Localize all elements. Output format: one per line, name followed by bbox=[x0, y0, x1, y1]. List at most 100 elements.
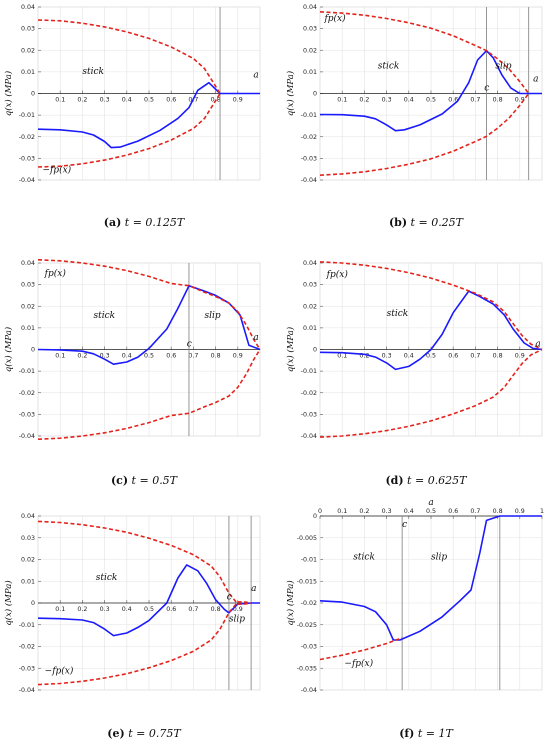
y-tick-label: -0.02 bbox=[19, 134, 35, 141]
x-tick-label: 0.3 bbox=[100, 353, 110, 360]
y-tick-label: -0.01 bbox=[19, 112, 35, 119]
x-tick-label: 0.5 bbox=[144, 97, 154, 104]
caption-label: (a) bbox=[104, 216, 122, 229]
x-tick-label: 0 bbox=[318, 508, 322, 515]
annotation-label: slip bbox=[495, 62, 511, 72]
y-tick-label: 0.01 bbox=[21, 325, 35, 332]
y-tick-label: 0.04 bbox=[303, 260, 317, 267]
series-line-q bbox=[37, 81, 260, 149]
x-tick-label: 0.8 bbox=[211, 606, 221, 613]
x-tick-label: 0.4 bbox=[404, 508, 414, 515]
annotation-label: fp(x) bbox=[44, 268, 67, 279]
annotation-label: stick bbox=[353, 553, 375, 563]
panel-caption: (e) t = 0.75T bbox=[107, 727, 182, 740]
x-tick-label: 0.5 bbox=[426, 508, 436, 515]
panel-caption: (c) t = 0.5T bbox=[111, 474, 179, 487]
y-tick-label: 0 bbox=[313, 91, 317, 98]
y-tick-label: 0.03 bbox=[21, 535, 35, 542]
x-tick-label: 0.3 bbox=[100, 606, 110, 613]
annotation-label: −fp(x) bbox=[42, 164, 71, 175]
annotation-label: stick bbox=[96, 573, 118, 583]
annotation-label: a bbox=[253, 333, 258, 343]
x-tick-label: 0.7 bbox=[470, 508, 480, 515]
y-tick-label: 0.03 bbox=[303, 26, 317, 33]
annotation-label: stick bbox=[378, 62, 400, 72]
y-axis-label: q(x) (MPa) bbox=[285, 580, 296, 625]
x-tick-label: 0.4 bbox=[404, 353, 414, 360]
y-tick-label: 0.02 bbox=[21, 47, 35, 54]
y-tick-label: -0.02 bbox=[301, 600, 317, 607]
y-tick-label: -0.03 bbox=[301, 411, 317, 418]
annotation-label: fp(x) bbox=[326, 269, 349, 280]
series-line-upper bbox=[37, 19, 221, 94]
series-line-q bbox=[37, 284, 261, 366]
y-tick-label: -0.02 bbox=[19, 390, 35, 397]
y-tick-label: -0.03 bbox=[301, 155, 317, 162]
x-tick-label: 0.8 bbox=[493, 97, 503, 104]
series-line-q bbox=[319, 290, 543, 371]
x-tick-label: 0.3 bbox=[382, 508, 392, 515]
y-tick-label: -0.02 bbox=[301, 134, 317, 141]
y-tick-label: 0.02 bbox=[21, 557, 35, 564]
annotation-label: slip bbox=[229, 614, 245, 624]
x-tick-label: 0.2 bbox=[77, 97, 87, 104]
x-tick-label: 0.7 bbox=[188, 606, 198, 613]
x-tick-label: 0.7 bbox=[470, 97, 480, 104]
x-tick-label: 0.4 bbox=[122, 353, 132, 360]
x-tick-label: 0.6 bbox=[166, 97, 176, 104]
x-tick-label: 0.2 bbox=[77, 606, 87, 613]
annotation-label: slip bbox=[431, 553, 447, 563]
y-axis-label: q(x) (MPa) bbox=[285, 71, 296, 116]
annotation-label: c bbox=[484, 83, 489, 93]
y-tick-label: 0.04 bbox=[21, 513, 35, 520]
series-line-lower bbox=[319, 637, 403, 661]
x-tick-label: 0.5 bbox=[426, 97, 436, 104]
x-tick-label: 0.2 bbox=[359, 353, 369, 360]
y-tick-label: -0.005 bbox=[297, 535, 317, 542]
y-tick-label: 0 bbox=[31, 91, 35, 98]
annotation-label: c bbox=[227, 593, 232, 603]
y-tick-label: -0.025 bbox=[297, 622, 317, 629]
x-tick-label: 0.1 bbox=[337, 353, 347, 360]
x-tick-label: 0.1 bbox=[55, 97, 65, 104]
y-tick-label: 0.01 bbox=[21, 578, 35, 585]
top-axis-label: a bbox=[428, 498, 433, 508]
x-tick-label: 0.1 bbox=[55, 353, 65, 360]
caption-text: t = 0.125T bbox=[121, 216, 186, 229]
y-tick-label: 0.02 bbox=[303, 47, 317, 54]
caption-label: (e) bbox=[107, 727, 124, 740]
y-axis-label: q(x) (MPa) bbox=[3, 580, 14, 625]
x-tick-label: 0.5 bbox=[426, 353, 436, 360]
caption-label: (b) bbox=[389, 216, 407, 229]
y-tick-label: -0.015 bbox=[297, 578, 317, 585]
annotation-label: stick bbox=[94, 311, 116, 321]
y-tick-label: 0.01 bbox=[303, 69, 317, 76]
y-tick-label: -0.03 bbox=[19, 155, 35, 162]
chart-panel-b: 0.04 0.03 0.02 0.01 0 -0.01 -0.02 -0.03 -0.04 0.1… bbox=[285, 4, 543, 229]
annotation-label: slip bbox=[205, 311, 221, 321]
y-tick-label: -0.02 bbox=[301, 390, 317, 397]
x-tick-label: 0.9 bbox=[515, 508, 525, 515]
chart-panel-f: 0 -0.005 -0.01 -0.015 -0.02 -0.025 -0.03 -0.035… bbox=[285, 498, 544, 740]
series-line-lower bbox=[37, 349, 261, 440]
annotation-label: a bbox=[253, 70, 258, 80]
x-tick-label: 0.9 bbox=[233, 97, 243, 104]
caption-label: (f) bbox=[399, 727, 414, 740]
series-line-upper bbox=[319, 261, 543, 351]
caption-text: t = 0.75T bbox=[125, 727, 183, 740]
x-tick-label: 0.8 bbox=[493, 508, 503, 515]
y-tick-label: 0.03 bbox=[303, 282, 317, 289]
annotation-label: fp(x) bbox=[323, 13, 346, 24]
x-tick-label: 0.6 bbox=[448, 508, 458, 515]
annotation-label: a bbox=[533, 75, 538, 85]
caption-text: t = 0.25T bbox=[407, 216, 465, 229]
annotation-label: a bbox=[535, 339, 540, 349]
panel-caption: (f) t = 1T bbox=[399, 727, 454, 740]
x-tick-label: 0.6 bbox=[166, 606, 176, 613]
x-tick-label: 0.6 bbox=[448, 353, 458, 360]
y-tick-label: 0 bbox=[31, 600, 35, 607]
x-tick-label: 0.1 bbox=[55, 606, 65, 613]
y-tick-label: 0.04 bbox=[21, 4, 35, 11]
x-tick-label: 1 bbox=[540, 508, 544, 515]
series-line-upper bbox=[37, 520, 252, 605]
